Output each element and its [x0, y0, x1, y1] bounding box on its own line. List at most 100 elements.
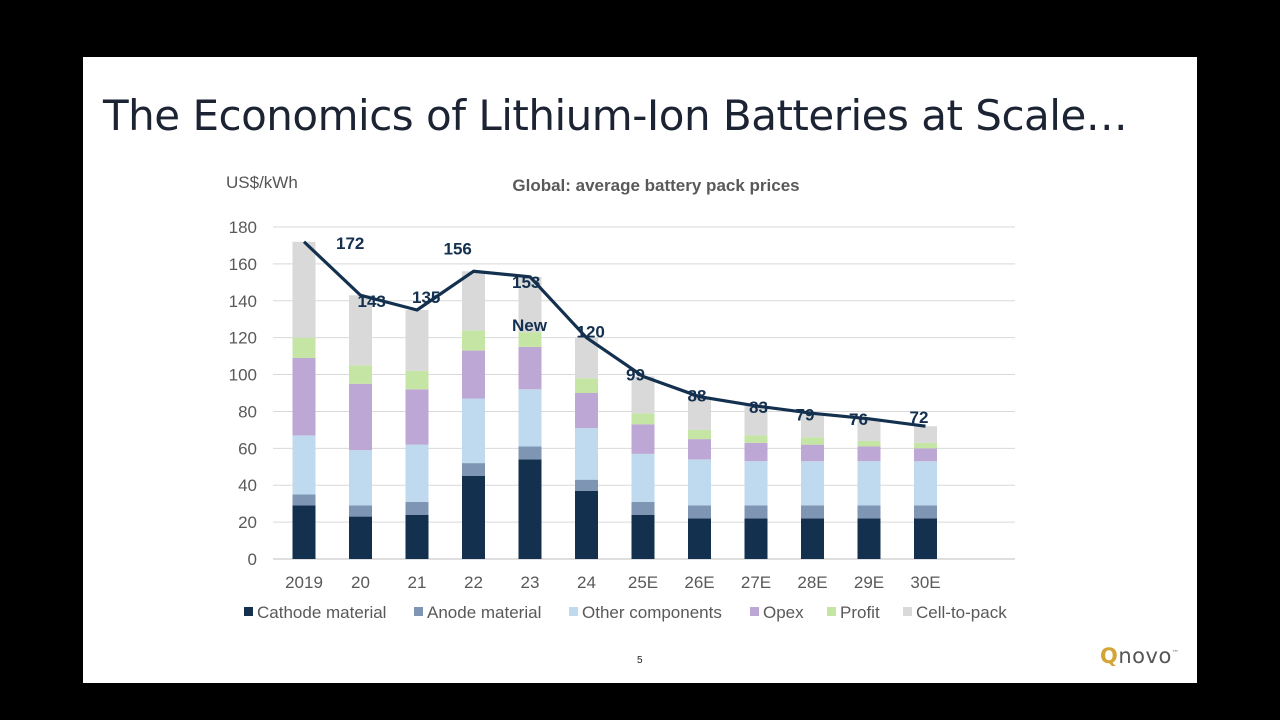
bar-cell-to-pack	[688, 396, 711, 430]
bar-profit	[462, 330, 485, 351]
bar-cathode-material	[292, 505, 316, 559]
bar-profit	[688, 429, 711, 440]
logo-mark: Q	[1100, 644, 1119, 668]
bar-other-components	[575, 428, 598, 480]
bar-other-components	[744, 461, 768, 506]
bar-cathode-material	[744, 518, 768, 559]
bar-opex	[575, 393, 598, 429]
bar-opex	[744, 442, 768, 462]
bar-other-components	[857, 461, 881, 506]
bar-other-components	[801, 461, 824, 506]
data-label: 120	[577, 323, 605, 342]
bar-cathode-material	[349, 516, 372, 559]
x-tick-label: 30E	[910, 573, 940, 592]
x-tick-label: 21	[408, 573, 427, 592]
x-tick-label: 2019	[285, 573, 323, 592]
data-label: 76	[849, 410, 868, 429]
bar-cathode-material	[688, 518, 711, 559]
bar-cell-to-pack	[349, 295, 372, 366]
bar-cell-to-pack	[518, 276, 542, 333]
bar-cathode-material	[631, 514, 655, 559]
bar-profit	[518, 332, 542, 347]
y-tick-label: 60	[238, 439, 257, 458]
data-label: 172	[336, 234, 364, 253]
bar-other-components	[349, 450, 372, 506]
x-tick-label: 27E	[741, 573, 771, 592]
bar-cell-to-pack	[744, 405, 768, 436]
x-tick-label: 24	[577, 573, 596, 592]
y-tick-label: 80	[238, 402, 257, 421]
bar-opex	[349, 383, 372, 451]
y-tick-label: 100	[229, 366, 257, 385]
y-tick-label: 20	[238, 513, 257, 532]
bar-cell-to-pack	[914, 426, 937, 443]
bar-anode-material	[405, 501, 429, 515]
bar-anode-material	[518, 446, 542, 460]
bar-cathode-material	[405, 514, 429, 559]
legend-swatch	[414, 607, 423, 616]
bar-cathode-material	[462, 476, 485, 559]
x-tick-label: 25E	[628, 573, 658, 592]
data-label: 83	[749, 398, 768, 417]
chart-title: Global: average battery pack prices	[512, 176, 799, 195]
legend-swatch	[827, 607, 836, 616]
bar-opex	[631, 424, 655, 454]
y-tick-label: 120	[229, 329, 257, 348]
y-tick-label: 0	[248, 550, 257, 569]
bar-anode-material	[631, 501, 655, 515]
price-line	[302, 240, 926, 428]
bar-anode-material	[292, 494, 316, 506]
bar-opex	[857, 446, 881, 462]
bar-opex	[914, 448, 937, 462]
annotation-new: New	[512, 316, 548, 335]
bar-other-components	[688, 459, 711, 506]
x-tick-label: 20	[351, 573, 370, 592]
bar-profit	[349, 365, 372, 384]
legend-label: Opex	[763, 603, 804, 622]
bar-opex	[801, 444, 824, 462]
data-label: 88	[688, 387, 707, 406]
bar-other-components	[462, 398, 485, 464]
bar-anode-material	[688, 505, 711, 519]
bar-cathode-material	[801, 518, 824, 559]
legend-label: Cell-to-pack	[916, 603, 1007, 622]
logo-text: novo	[1118, 644, 1172, 668]
data-label: 143	[358, 292, 386, 311]
x-tick-label: 28E	[797, 573, 827, 592]
data-label: 72	[910, 408, 929, 427]
bar-cathode-material	[914, 518, 937, 559]
y-tick-label: 160	[229, 255, 257, 274]
bar-anode-material	[744, 505, 768, 519]
legend-label: Profit	[840, 603, 880, 622]
x-tick-label: 26E	[684, 573, 714, 592]
battery-price-chart: US$/kWh Global: average battery pack pri…	[226, 173, 1015, 622]
bar-profit	[914, 442, 937, 449]
bar-opex	[292, 357, 316, 436]
legend-label: Other components	[582, 603, 722, 622]
bar-other-components	[631, 453, 655, 502]
bar-anode-material	[462, 463, 485, 476]
data-label: 79	[796, 405, 815, 424]
x-tick-label: 23	[521, 573, 540, 592]
bar-other-components	[518, 389, 542, 447]
legend-swatch	[750, 607, 759, 616]
y-tick-label: 180	[229, 218, 257, 237]
legend-label: Anode material	[427, 603, 541, 622]
novo-logo: Qnovo™	[1100, 644, 1179, 668]
bar-cell-to-pack	[462, 271, 485, 331]
legend-swatch	[244, 607, 253, 616]
bar-cathode-material	[857, 518, 881, 559]
data-label: 99	[626, 365, 645, 384]
legend-label: Cathode material	[257, 603, 386, 622]
bar-cell-to-pack	[631, 376, 655, 414]
bar-profit	[857, 440, 881, 447]
bar-other-components	[292, 435, 316, 495]
bar-profit	[292, 337, 316, 358]
bar-profit	[744, 435, 768, 443]
y-tick-label: 40	[238, 476, 257, 495]
logo-tm: ™	[1171, 649, 1180, 657]
bar-profit	[575, 378, 598, 393]
legend-swatch	[569, 607, 578, 616]
page-number: 5	[637, 655, 643, 666]
bar-anode-material	[801, 505, 824, 519]
